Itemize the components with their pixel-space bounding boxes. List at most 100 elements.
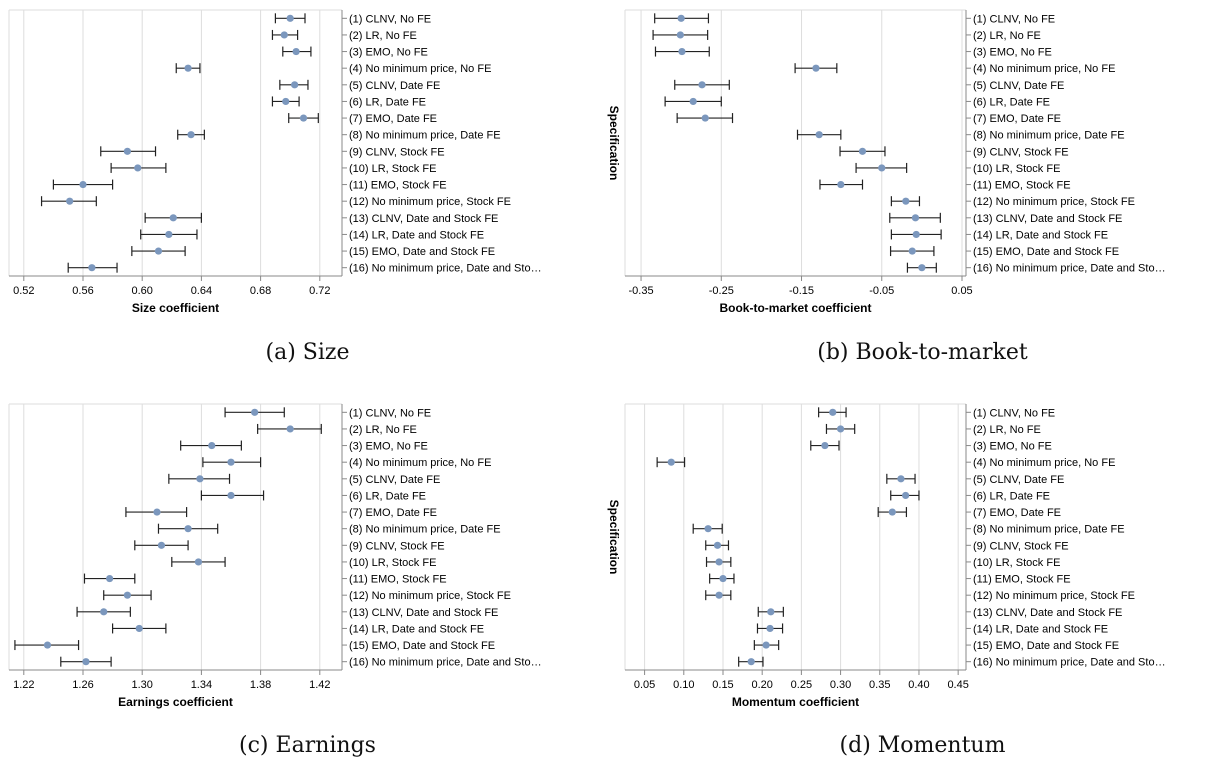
x-tick-label: -0.15 [789, 285, 814, 297]
specification-label: (11) EMO, Stock FE [973, 180, 1071, 192]
specification-label: (8) No minimum price, Date FE [973, 524, 1125, 536]
x-tick-label: 1.34 [191, 679, 212, 691]
estimate-point [912, 230, 920, 239]
x-tick-label: 0.35 [869, 679, 890, 691]
specification-label: (6) LR, Date FE [349, 490, 426, 502]
specification-label: (10) LR, Stock FE [349, 557, 436, 569]
x-tick-label: 0.20 [751, 679, 772, 691]
estimate-point [123, 591, 131, 599]
x-axis-title: Momentum coefficient [732, 695, 859, 709]
caption-momentum: (d) Momentum [839, 733, 1006, 758]
estimate-point [837, 180, 845, 189]
y-axis-title: Specification [607, 500, 621, 575]
estimate-point [227, 491, 235, 500]
specification-label: (15) EMO, Date and Stock FE [973, 640, 1119, 652]
estimate-point [123, 147, 131, 155]
specification-label: (16) No minimum price, Date and Sto… [973, 263, 1166, 275]
specification-label: (10) LR, Stock FE [973, 163, 1060, 175]
caption-book-to-market: (b) Book-to-market [817, 340, 1028, 365]
x-tick-label: 0.45 [947, 679, 968, 691]
estimate-point [291, 81, 299, 89]
estimate-point [715, 591, 723, 599]
estimate-point [897, 475, 905, 483]
estimate-point [43, 641, 52, 649]
x-tick-label: 0.52 [13, 285, 34, 297]
specification-label: (11) EMO, Stock FE [349, 180, 447, 192]
specification-label: (7) EMO, Date FE [973, 113, 1061, 125]
specification-label: (1) CLNV, No FE [973, 13, 1055, 25]
estimate-point [713, 541, 722, 549]
estimate-point [812, 64, 820, 72]
specification-label: (4) No minimum price, No FE [349, 63, 491, 75]
x-tick-label: 0.72 [309, 285, 330, 297]
estimate-point [689, 97, 697, 106]
specification-label: (15) EMO, Date and Stock FE [973, 246, 1119, 258]
specification-label: (4) No minimum price, No FE [973, 63, 1115, 75]
specification-label: (13) CLNV, Date and Stock FE [349, 213, 498, 225]
estimate-point [153, 508, 161, 516]
specification-label: (16) No minimum price, Date and Sto… [349, 263, 542, 275]
x-tick-label: -0.35 [629, 285, 654, 297]
estimate-point [282, 97, 290, 106]
specification-label: (12) No minimum price, Stock FE [349, 196, 511, 208]
estimate-point [135, 624, 143, 633]
specification-label: (7) EMO, Date FE [973, 507, 1061, 519]
x-tick-label: 0.05 [951, 285, 972, 297]
estimate-point [299, 114, 308, 122]
caption-earnings: (c) Earnings [239, 733, 376, 758]
estimate-point [762, 641, 770, 649]
specification-label: (9) CLNV, Stock FE [349, 146, 445, 158]
x-tick-label: 0.05 [634, 679, 655, 691]
estimate-point [698, 81, 706, 89]
chart-book-to-market: -0.35 -0.25 -0.15 -0.05 0.05 Book-to-market c… [624, 9, 1166, 315]
specification-label: (12) No minimum price, Stock FE [973, 590, 1135, 602]
estimate-point [677, 14, 685, 22]
estimate-point [66, 197, 74, 205]
specification-label: (9) CLNV, Stock FE [973, 146, 1069, 158]
specification-label: (7) EMO, Date FE [349, 507, 437, 519]
specification-label: (11) EMO, Stock FE [349, 574, 447, 586]
specification-label: (6) LR, Date FE [973, 490, 1050, 502]
estimate-point [79, 180, 87, 189]
estimate-point [918, 264, 926, 272]
estimate-point [888, 508, 896, 516]
x-tick-label: 0.60 [131, 285, 152, 297]
estimate-point [227, 458, 235, 466]
estimate-point [100, 608, 108, 616]
specification-label: (2) LR, No FE [349, 30, 417, 42]
specification-label: (4) No minimum price, No FE [973, 457, 1115, 469]
x-tick-label: 1.22 [13, 679, 34, 691]
estimate-point [715, 558, 723, 566]
estimate-point [292, 47, 300, 56]
x-tick-label: -0.05 [869, 285, 894, 297]
chart-momentum: 0.05 0.10 0.15 0.20 0.25 0.30 0.35 0.40 0.45 Mome… [624, 403, 1166, 709]
estimate-point [196, 475, 204, 483]
estimate-point [134, 164, 142, 172]
estimate-point [154, 247, 163, 255]
specification-label: (12) No minimum price, Stock FE [349, 590, 511, 602]
estimate-point [88, 264, 96, 272]
x-tick-label: 0.15 [712, 679, 733, 691]
specification-label: (16) No minimum price, Date and Sto… [349, 657, 542, 669]
estimate-point [106, 574, 114, 583]
estimate-point [815, 131, 823, 139]
specification-label: (5) CLNV, Date FE [349, 80, 440, 92]
estimate-point [767, 608, 775, 616]
specification-label: (12) No minimum price, Stock FE [973, 196, 1135, 208]
estimate-point [286, 14, 294, 22]
specification-label: (7) EMO, Date FE [349, 113, 437, 125]
estimate-point [280, 31, 288, 39]
estimate-point [165, 230, 173, 239]
x-tick-label: 1.26 [72, 679, 93, 691]
specification-label: (8) No minimum price, Date FE [973, 130, 1125, 142]
specification-label: (3) EMO, No FE [349, 441, 428, 453]
specification-label: (4) No minimum price, No FE [349, 457, 491, 469]
specification-label: (2) LR, No FE [349, 424, 417, 436]
estimate-point [184, 64, 192, 72]
estimate-point [187, 131, 195, 139]
specification-label: (3) EMO, No FE [973, 441, 1052, 453]
estimate-point [902, 491, 910, 500]
x-axis-title: Earnings coefficient [118, 695, 233, 709]
specification-label: (6) LR, Date FE [349, 96, 426, 108]
